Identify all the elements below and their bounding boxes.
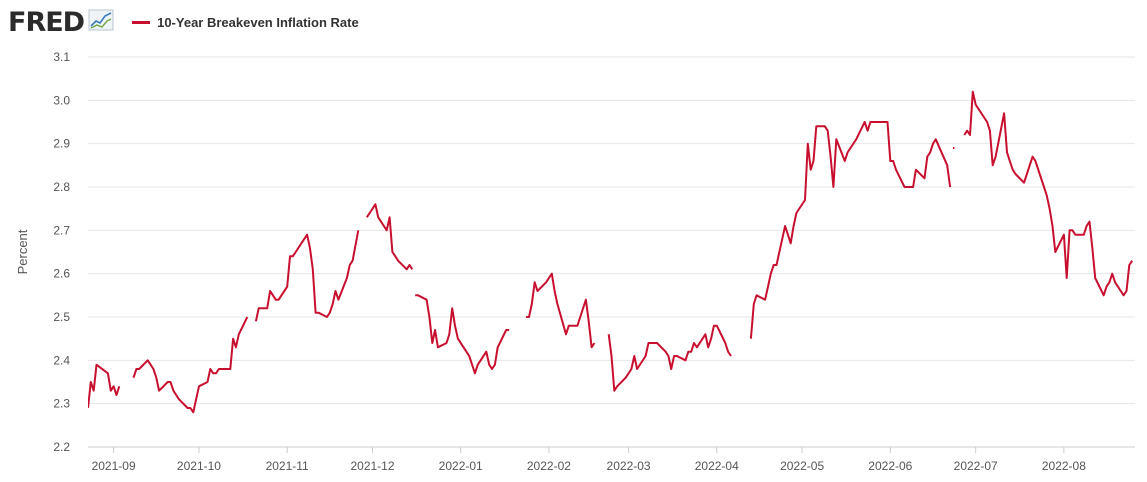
series-segment (963, 90, 1134, 297)
grid-lines (88, 56, 1135, 448)
y-tick-label: 2.8 (53, 180, 70, 194)
series-segment (132, 316, 249, 414)
series-segment (526, 272, 596, 349)
y-tick-label: 3.1 (53, 50, 70, 64)
series-segment (607, 324, 732, 392)
fred-logo[interactable]: FRED (8, 7, 114, 38)
x-tick-label: 2021-09 (92, 459, 136, 473)
x-tick-label: 2022-04 (695, 459, 739, 473)
legend-swatch (132, 20, 151, 24)
x-tick-label: 2022-01 (439, 459, 483, 473)
chart-legend: 10-Year Breakeven Inflation Rate (132, 15, 359, 30)
x-tick-label: 2022-03 (607, 459, 651, 473)
y-axis-title: Percent (15, 229, 30, 274)
y-tick-label: 2.6 (53, 267, 70, 281)
y-tick-label: 2.2 (53, 440, 70, 454)
x-tick-label: 2021-12 (350, 459, 394, 473)
series-segment (254, 230, 360, 322)
x-tick-label: 2022-06 (868, 459, 912, 473)
series-segment (365, 203, 414, 271)
logo-text: FRED (8, 6, 85, 38)
x-tick-label: 2022-07 (954, 459, 998, 473)
y-tick-label: 2.4 (53, 353, 70, 367)
series-segment (749, 121, 952, 339)
x-tick-label: 2022-08 (1042, 459, 1086, 473)
legend-label: 10-Year Breakeven Inflation Rate (157, 14, 359, 30)
y-tick-label: 2.5 (53, 310, 70, 324)
y-tick-label: 2.7 (53, 223, 70, 237)
x-tick-label: 2021-11 (266, 459, 309, 473)
y-tick-label: 3.0 (53, 93, 70, 107)
axes: 2.2 2.3 2.4 2.5 2.6 2.7 2.8 2.9 3.0 3.1 2021-09 202… (53, 50, 1135, 473)
x-tick-label: 2022-02 (527, 459, 571, 473)
series-line-10-year-breakeven (88, 90, 1134, 414)
series-segment (88, 363, 121, 409)
y-tick-label: 2.3 (53, 397, 70, 411)
x-tick-label: 2022-05 (780, 459, 824, 473)
chart-header: FRED 10-Year Breakeven Inflation Rate (8, 6, 359, 38)
y-tick-label: 2.9 (53, 137, 70, 151)
series-segment (415, 294, 510, 375)
x-tick-label: 2021-10 (177, 459, 221, 473)
chart-line-icon (88, 9, 114, 36)
